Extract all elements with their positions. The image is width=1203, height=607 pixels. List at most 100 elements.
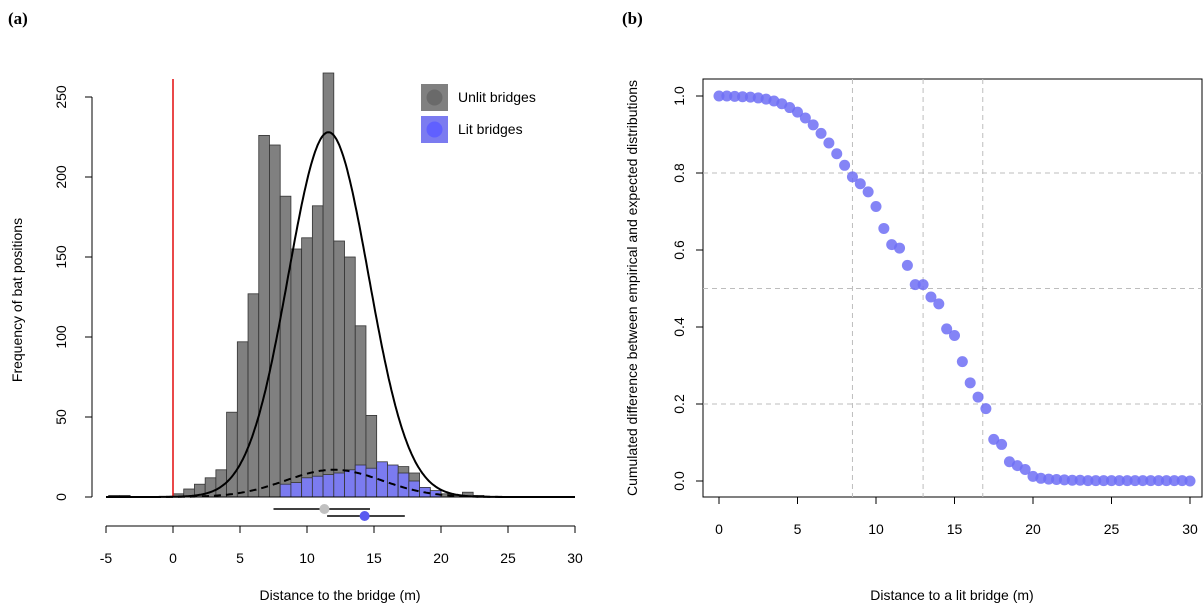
point-10 <box>792 106 803 118</box>
x-tick-label-0: -5 <box>100 550 113 566</box>
point-52 <box>1121 475 1133 487</box>
x-tick-label-3: 15 <box>947 521 963 537</box>
legend-label-unlit: Unlit bridges <box>458 89 536 105</box>
x-tick-label-1: 5 <box>794 521 802 537</box>
x-tick-label-2: 10 <box>868 521 884 537</box>
point-25 <box>909 279 921 291</box>
point-55 <box>1145 475 1157 487</box>
y-tick-label-0: 0.0 <box>671 471 687 491</box>
point-31 <box>956 356 968 368</box>
point-53 <box>1129 475 1141 487</box>
y-axis-label: Frequency of bat positions <box>9 218 25 382</box>
lit-bar-0 <box>279 483 292 498</box>
lit-bar-12 <box>408 480 420 498</box>
point-50 <box>1106 475 1117 487</box>
point-28 <box>933 298 945 310</box>
y-tick-label-1: 50 <box>53 409 69 425</box>
x-tick-label-4: 20 <box>1025 521 1041 537</box>
point-11 <box>799 112 811 124</box>
mean-intervals <box>273 504 405 521</box>
x-tick-label-6: 25 <box>500 550 516 566</box>
lit-bar-8 <box>365 467 378 498</box>
unlit-bar-12 <box>279 195 292 498</box>
x-tick-label-0: 0 <box>715 521 723 537</box>
y-axis: 0.0 0.2 0.4 0.6 0.8 1.0 <box>671 86 703 491</box>
x-tick-label-3: 10 <box>299 550 315 566</box>
unlit-bar-9 <box>247 293 260 498</box>
y-tick-label-1: 0.2 <box>671 394 687 414</box>
y-tick-label-3: 150 <box>53 245 69 269</box>
lit-bar-3 <box>311 475 324 498</box>
unlit-bar-16 <box>322 72 335 498</box>
legend: Unlit bridges Lit bridges <box>421 84 536 143</box>
point-15 <box>831 148 843 160</box>
point-20 <box>870 200 882 212</box>
lit-bar-2 <box>301 477 313 498</box>
point-32 <box>964 377 976 389</box>
x-tick-label-5: 20 <box>433 550 449 566</box>
point-1 <box>721 90 733 102</box>
x-tick-label-7: 30 <box>567 550 583 566</box>
unlit-bars-group <box>108 72 485 498</box>
x-tick-label-5: 25 <box>1104 521 1120 537</box>
point-30 <box>949 329 960 341</box>
panel-a-label: (a) <box>8 9 28 28</box>
y-tick-label-3: 0.6 <box>671 240 687 260</box>
point-16 <box>839 159 851 171</box>
point-23 <box>894 242 906 254</box>
legend-marker-lit <box>426 121 443 138</box>
point-60 <box>1184 475 1196 487</box>
point-48 <box>1090 475 1102 487</box>
legend-label-lit: Lit bridges <box>458 121 523 137</box>
point-56 <box>1153 475 1165 487</box>
lit-bar-4 <box>322 474 335 498</box>
point-51 <box>1113 475 1125 487</box>
point-39 <box>1019 463 1031 475</box>
point-46 <box>1074 474 1086 486</box>
unlit-bar-17 <box>333 240 345 498</box>
point-36 <box>996 438 1008 450</box>
point-35 <box>988 433 1000 445</box>
point-42 <box>1043 473 1055 485</box>
point-47 <box>1082 475 1094 487</box>
point-19 <box>862 186 874 198</box>
unlit-bar-14 <box>301 237 313 498</box>
y-tick-label-4: 200 <box>53 165 69 189</box>
y-axis: 0 50 100 150 200 250 <box>53 85 93 501</box>
point-24 <box>901 259 913 271</box>
lit-bar-11 <box>397 472 410 498</box>
point-27 <box>925 291 937 303</box>
y-axis-label: Cumulated difference between empirical a… <box>624 80 640 496</box>
unlit-bar-13 <box>290 248 303 498</box>
point-33 <box>972 391 984 403</box>
unlit-bar-10 <box>258 134 270 498</box>
unlit-bar-7 <box>226 411 238 498</box>
x-tick-label-4: 15 <box>366 550 382 566</box>
x-axis-label: Distance to the bridge (m) <box>259 587 420 603</box>
lit-bar-1 <box>290 482 303 498</box>
point-3 <box>737 91 749 103</box>
point-0 <box>713 90 725 102</box>
interval-mean-dot-0 <box>319 504 330 514</box>
unlit-bar-8 <box>236 341 249 498</box>
points-group <box>713 90 1196 487</box>
interval-mean-dot-1 <box>359 511 370 521</box>
point-57 <box>1160 475 1172 487</box>
point-12 <box>807 119 819 131</box>
point-14 <box>823 137 835 149</box>
point-13 <box>815 127 827 139</box>
point-43 <box>1051 473 1063 485</box>
lit-bars-group <box>279 461 442 498</box>
lit-bar-7 <box>354 464 367 498</box>
x-axis: 0 5 10 15 20 25 30 <box>715 497 1198 537</box>
cumulative-difference-panel: 0 5 10 15 20 25 30 0.0 0.2 0.4 0.6 0.8 1.0 Distance… <box>624 78 1203 603</box>
point-59 <box>1176 475 1188 487</box>
lit-bar-10 <box>386 464 399 498</box>
x-axis: -5 0 5 10 15 20 25 30 <box>100 525 583 566</box>
y-tick-label-2: 100 <box>53 325 69 349</box>
x-tick-label-2: 5 <box>236 550 244 566</box>
x-axis-label: Distance to a lit bridge (m) <box>870 587 1033 603</box>
point-26 <box>917 279 929 291</box>
grid-lines <box>703 79 1202 497</box>
